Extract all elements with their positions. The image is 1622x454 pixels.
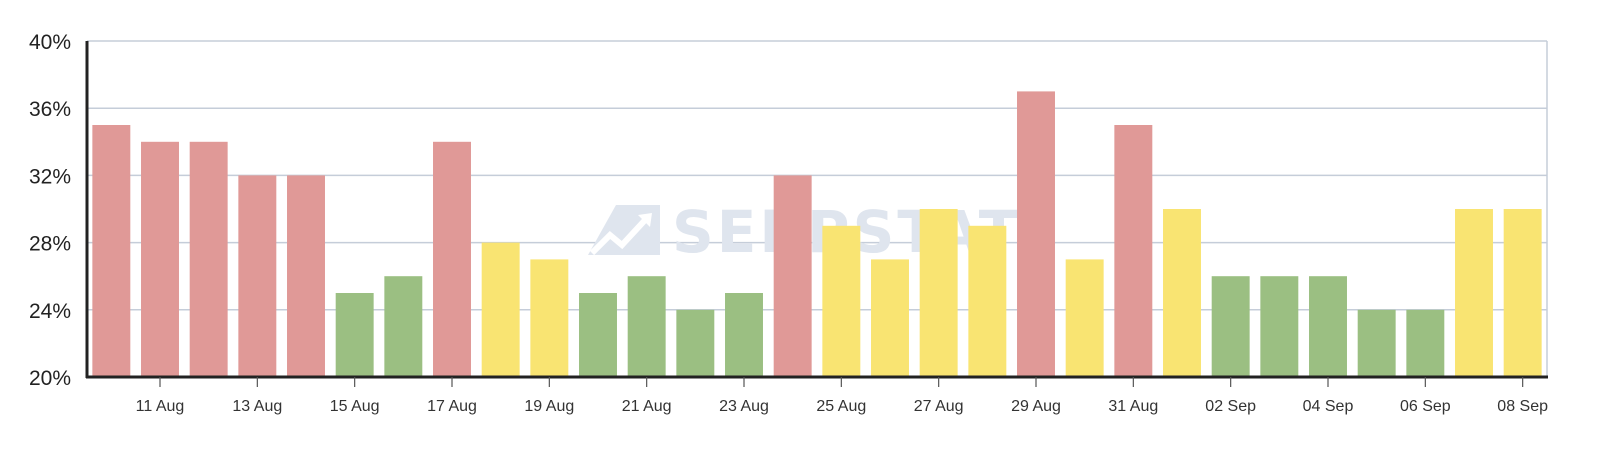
bar[interactable]: 28 Aug: 29% <box>968 225 1007 377</box>
x-tick-label: 13 Aug <box>232 398 282 415</box>
x-tick-label: 17 Aug <box>427 398 477 415</box>
bar[interactable]: 20 Aug: 25% <box>579 293 617 377</box>
bar[interactable]: 06 Sep: 24% <box>1406 309 1445 377</box>
y-tick-label: 40% <box>29 31 71 54</box>
bar[interactable]: 08 Sep: 30% <box>1503 209 1542 377</box>
bar[interactable]: 27 Aug: 30% <box>919 209 958 377</box>
bar[interactable]: 22 Aug: 24% <box>676 309 715 377</box>
bar[interactable]: 04 Sep: 26% <box>1309 276 1347 377</box>
y-tick-label: 24% <box>29 300 71 323</box>
bar[interactable]: 01 Sep: 30% <box>1163 209 1201 377</box>
bar[interactable]: 07 Sep: 30% <box>1455 209 1493 377</box>
x-tick-label: 23 Aug <box>719 398 769 415</box>
bar[interactable]: 11 Aug: 34% <box>141 141 179 377</box>
bar[interactable]: 15 Aug: 25% <box>335 293 374 377</box>
x-tick-label: 04 Sep <box>1303 398 1354 415</box>
bar[interactable]: 30 Aug: 27% <box>1065 259 1104 377</box>
x-tick-label: 11 Aug <box>136 398 185 415</box>
y-tick-label: 36% <box>29 98 71 121</box>
bar[interactable]: 16 Aug: 26% <box>384 276 423 377</box>
bar[interactable]: 13 Aug: 32% <box>238 175 277 377</box>
bar[interactable]: 03 Sep: 26% <box>1260 276 1299 377</box>
x-tick-label: 15 Aug <box>330 398 380 415</box>
x-tick-label: 31 Aug <box>1108 398 1158 415</box>
serpstat-logo-icon <box>588 205 660 256</box>
bar[interactable]: 14 Aug: 32% <box>287 175 325 377</box>
x-tick-label: 29 Aug <box>1011 398 1061 415</box>
bar[interactable]: 23 Aug: 25% <box>725 293 763 377</box>
bar[interactable]: 05 Sep: 24% <box>1357 309 1396 377</box>
bar[interactable]: 19 Aug: 27% <box>530 259 569 377</box>
bar[interactable]: 25 Aug: 29% <box>822 225 861 377</box>
x-tick-label: 08 Sep <box>1497 398 1548 415</box>
bar[interactable]: 29 Aug: 37% <box>1017 91 1055 378</box>
grid-lines <box>87 40 1548 377</box>
x-axis-ticks: 11 Aug 13 Aug 15 Aug 17 Aug 19 Aug 21 Aug 23 A… <box>136 377 1548 415</box>
bar[interactable]: 18 Aug: 28% <box>481 242 520 377</box>
x-tick-label: 21 Aug <box>622 398 672 415</box>
bar[interactable]: 12 Aug: 34% <box>189 141 228 377</box>
axes <box>85 41 1548 379</box>
bar[interactable]: 26 Aug: 27% <box>871 259 909 377</box>
x-tick-label: 02 Sep <box>1205 398 1256 415</box>
bar[interactable]: 10 Aug: 35% <box>92 125 131 377</box>
x-tick-label: 19 Aug <box>524 398 574 415</box>
x-tick-label: 27 Aug <box>914 398 964 415</box>
bar[interactable]: 21 Aug: 26% <box>627 276 666 377</box>
bar[interactable]: 31 Aug: 35% <box>1114 125 1153 377</box>
y-tick-label: 20% <box>29 367 71 390</box>
y-tick-label: 28% <box>29 233 71 256</box>
x-tick-label: 25 Aug <box>816 398 866 415</box>
y-tick-label: 32% <box>29 165 71 188</box>
y-axis-ticks: 20% 24% 28% 32% 36% 40% <box>29 31 71 390</box>
bar[interactable]: 02 Sep: 26% <box>1211 276 1250 377</box>
bar[interactable]: 24 Aug: 32% <box>773 175 812 377</box>
bar[interactable]: 17 Aug: 34% <box>433 141 471 377</box>
bars: 10 Aug: 35% 11 Aug: 34% 12 Aug: 34% 13 Aug:… <box>92 91 1542 378</box>
x-tick-label: 06 Sep <box>1400 398 1451 415</box>
